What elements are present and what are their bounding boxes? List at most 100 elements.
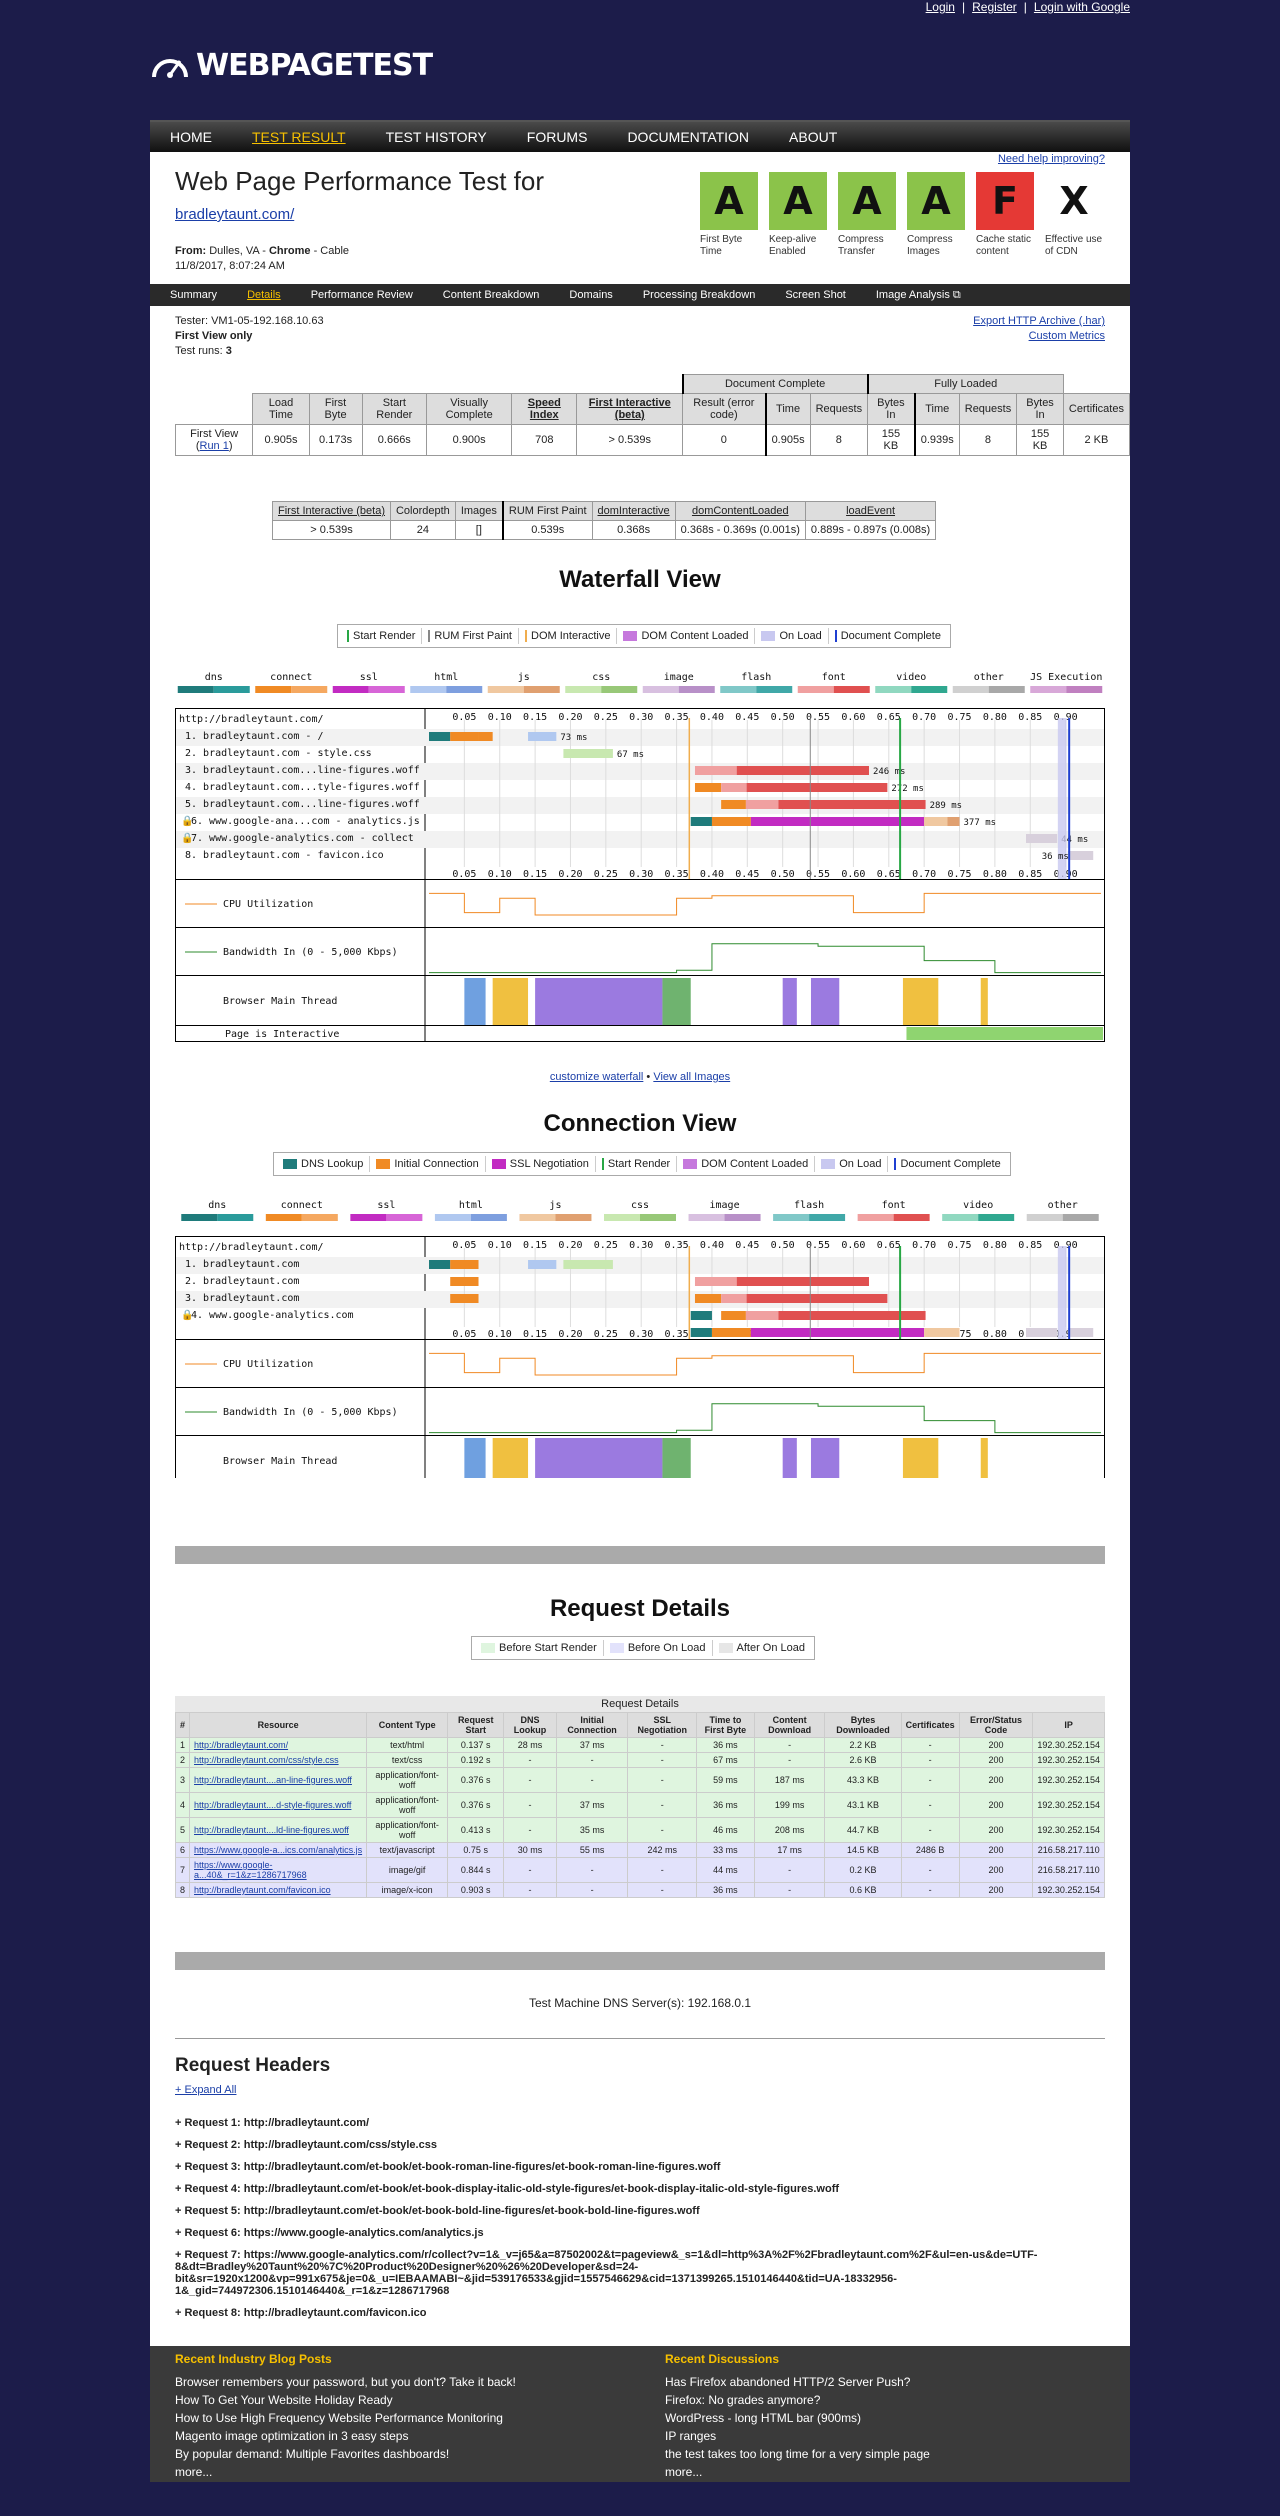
request-row-label[interactable]: 4. www.google-analytics.com: [191, 1310, 354, 1321]
logo[interactable]: WEBPAGETEST: [150, 48, 433, 83]
subnav-summary[interactable]: Summary: [170, 289, 218, 301]
custom-metrics-link[interactable]: Custom Metrics: [1028, 330, 1105, 342]
nav-about[interactable]: ABOUT: [789, 129, 838, 145]
page-url: http://bradleytaunt.com/: [179, 714, 324, 725]
col-certificates: Certificates: [1062, 393, 1131, 425]
col-bytes-downloaded: Bytes Downloaded: [824, 1712, 902, 1738]
cell-initial-connection: 37 ms: [555, 1737, 629, 1753]
tested-url-link[interactable]: bradleytaunt.com/: [175, 206, 295, 223]
connection-chart[interactable]: dns connect ssl html js css image flash font vide…: [175, 1196, 1105, 1478]
cell-time-to-first-byte: 33 ms: [696, 1842, 755, 1858]
cell-load-time: 0.905s: [252, 424, 310, 456]
waterfall-chart[interactable]: dns connect ssl html js css image flash font vide…: [175, 668, 1105, 1042]
request-row-label[interactable]: 1. bradleytaunt.com: [185, 1259, 299, 1270]
col-domcontentloaded[interactable]: domContentLoaded: [674, 501, 806, 521]
subnav-domains[interactable]: Domains: [569, 289, 613, 301]
col-dominteractive[interactable]: domInteractive: [591, 501, 676, 521]
request-header-item[interactable]: + Request 6: https://www.google-analytic…: [175, 2227, 484, 2239]
view-all-images-link[interactable]: View all Images: [653, 1071, 731, 1083]
subnav-performance-review[interactable]: Performance Review: [310, 289, 413, 301]
register-link[interactable]: Register: [972, 0, 1017, 14]
grade-compress-images[interactable]: A Compress Images: [907, 172, 965, 258]
col-colordepth[interactable]: Colordepth: [389, 501, 456, 521]
request-row-label[interactable]: 5. bradleytaunt.com...line-figures.woff: [185, 799, 420, 810]
blog-post-link[interactable]: Magento image optimization in 3 easy ste…: [175, 2429, 409, 2443]
cell-content-type: text/javascript: [366, 1842, 449, 1858]
resource-link[interactable]: http://bradleytaunt....an-line-figures.w…: [194, 1775, 352, 1785]
request-row-label[interactable]: 3. bradleytaunt.com...line-figures.woff: [185, 765, 420, 776]
resource-link[interactable]: http://bradleytaunt....ld-line-figures.w…: [194, 1825, 349, 1835]
subnav-screen-shot[interactable]: Screen Shot: [785, 289, 846, 301]
grade-keep-alive-enabled[interactable]: A Keep-alive Enabled: [769, 172, 827, 258]
type-swatch: [1066, 686, 1103, 693]
expand-all-link[interactable]: + Expand All: [175, 2084, 237, 2096]
discussion-link[interactable]: the test takes too long time for a very …: [665, 2447, 930, 2461]
nav-home[interactable]: HOME: [170, 129, 212, 145]
cell-certificates: 2486 B: [900, 1842, 960, 1858]
discussion-link[interactable]: WordPress - long HTML bar (900ms): [665, 2411, 862, 2425]
export-har-link[interactable]: Export HTTP Archive (.har): [973, 315, 1105, 327]
run-1-link[interactable]: Run 1: [199, 440, 229, 452]
request-headers-title: Request Headers: [175, 2055, 331, 2076]
login-google-link[interactable]: Login with Google: [1033, 0, 1130, 14]
resource-link[interactable]: http://bradleytaunt.com/: [194, 1740, 289, 1750]
subnav-content-breakdown[interactable]: Content Breakdown: [442, 289, 540, 301]
resource-link[interactable]: http://bradleytaunt.com/favicon.ico: [194, 1885, 331, 1895]
request-row-label[interactable]: 4. bradleytaunt.com...tyle-figures.woff: [185, 782, 420, 793]
blog-post-link[interactable]: How To Get Your Website Holiday Ready: [175, 2393, 393, 2407]
cell-bytes-downloaded: 0.2 KB: [824, 1857, 902, 1883]
request-header-item[interactable]: + Request 7: https://www.google-analytic…: [175, 2249, 1038, 2297]
speedometer-icon: [152, 58, 188, 78]
col-rum-first-paint[interactable]: RUM First Paint: [501, 501, 593, 521]
resource-link[interactable]: http://bradleytaunt.com/css/style.css: [194, 1755, 339, 1765]
request-header-item[interactable]: + Request 4: http://bradleytaunt.com/et-…: [175, 2183, 840, 2195]
request-header-item[interactable]: + Request 8: http://bradleytaunt.com/fav…: [175, 2307, 427, 2319]
col-loadevent[interactable]: loadEvent: [804, 501, 937, 521]
nav-documentation[interactable]: DOCUMENTATION: [627, 129, 750, 145]
col-speed-index[interactable]: Speed Index: [511, 393, 578, 425]
request-row-label[interactable]: 8. bradleytaunt.com - favicon.ico: [185, 850, 384, 861]
request-header-item[interactable]: + Request 1: http://bradleytaunt.com/: [175, 2117, 370, 2129]
subnav-image-analysis[interactable]: Image Analysis ⧉: [876, 289, 961, 302]
request-row-label[interactable]: 7. www.google-analytics.com - collect: [191, 833, 414, 844]
subnav-details[interactable]: Details: [247, 289, 281, 301]
col-images[interactable]: Images: [454, 501, 504, 521]
discussion-link[interactable]: Has Firefox abandoned HTTP/2 Server Push…: [665, 2375, 911, 2389]
nav-test-result[interactable]: TEST RESULT: [252, 129, 346, 145]
resource-link[interactable]: http://bradleytaunt....d-style-figures.w…: [194, 1800, 352, 1810]
blog-post-item: How To Get Your Website Holiday Ready: [175, 2391, 615, 2409]
customize-waterfall-link[interactable]: customize waterfall: [549, 1071, 644, 1083]
request-row-label[interactable]: 3. bradleytaunt.com: [185, 1293, 299, 1304]
results-page: Web Page Performance Test for bradleytau…: [150, 152, 1131, 2482]
blog-post-link[interactable]: more...: [175, 2465, 213, 2479]
nav-forums[interactable]: FORUMS: [526, 129, 588, 145]
request-row-label[interactable]: 6. www.google-ana...com - analytics.js: [191, 816, 420, 827]
subnav-processing-breakdown[interactable]: Processing Breakdown: [642, 289, 756, 301]
blog-post-link[interactable]: Browser remembers your password, but you…: [175, 2375, 516, 2389]
resource-link[interactable]: https://www.google-a...ics.com/analytics…: [194, 1845, 363, 1855]
discussion-link[interactable]: more...: [665, 2465, 703, 2479]
grade-compress-transfer[interactable]: A Compress Transfer: [838, 172, 896, 258]
resource-link[interactable]: https://www.google-a...40&_r=1&z=1286717…: [194, 1860, 307, 1880]
grade-cache-static-content[interactable]: F Cache static content: [976, 172, 1034, 258]
col-first-interactive-beta[interactable]: First Interactive (beta): [272, 501, 391, 521]
grade-effective-use-of-cdn[interactable]: X Effective use of CDN: [1045, 172, 1103, 258]
request-row-label[interactable]: 2. bradleytaunt.com - style.css: [185, 748, 372, 759]
blog-post-link[interactable]: How to Use High Frequency Website Perfor…: [175, 2411, 503, 2425]
need-help-link[interactable]: Need help improving?: [997, 153, 1105, 165]
discussion-link[interactable]: Firefox: No grades anymore?: [665, 2393, 821, 2407]
test-date: 11/8/2017, 8:07:24 AM: [175, 260, 285, 272]
nav-test-history[interactable]: TEST HISTORY: [385, 129, 487, 145]
request-bar-segment: [924, 817, 948, 826]
request-header-item[interactable]: + Request 3: http://bradleytaunt.com/et-…: [175, 2161, 721, 2173]
request-row-label[interactable]: 1. bradleytaunt.com - /: [185, 731, 323, 742]
col-first-interactive-beta[interactable]: First Interactive (beta): [576, 393, 684, 425]
login-link[interactable]: Login: [925, 0, 955, 14]
discussion-link[interactable]: IP ranges: [665, 2429, 717, 2443]
request-header-item[interactable]: + Request 2: http://bradleytaunt.com/css…: [175, 2139, 437, 2151]
grade-first-byte-time[interactable]: A First Byte Time: [700, 172, 758, 258]
cell-content-download: 208 ms: [753, 1817, 826, 1843]
request-row-label[interactable]: 2. bradleytaunt.com: [185, 1276, 299, 1287]
blog-post-link[interactable]: By popular demand: Multiple Favorites da…: [175, 2447, 450, 2461]
request-header-item[interactable]: + Request 5: http://bradleytaunt.com/et-…: [175, 2205, 700, 2217]
